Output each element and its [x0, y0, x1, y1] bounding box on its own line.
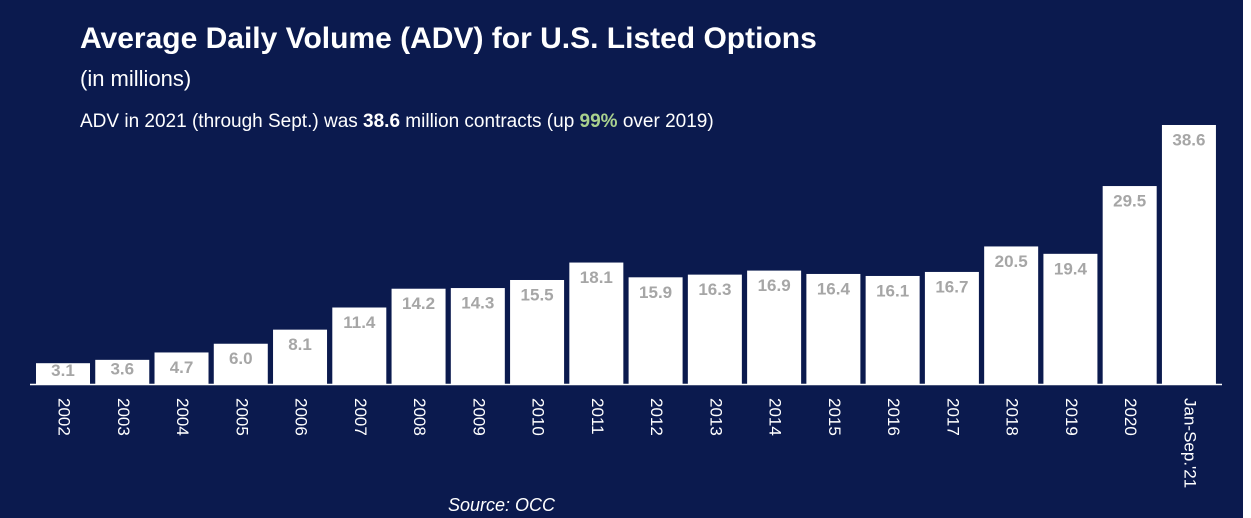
x-tick-label: 2013: [706, 398, 725, 436]
value-label: 4.7: [170, 358, 194, 377]
source: Source: OCC: [448, 495, 556, 515]
subtitle-text: over 2019): [618, 111, 714, 132]
bar: [36, 363, 90, 384]
value-label: 8.1: [288, 335, 312, 354]
x-tick-label: Jan-Sep.'21: [1180, 398, 1199, 488]
bar: [213, 343, 268, 384]
value-label: 16.9: [758, 276, 791, 295]
x-tick-label: 2007: [351, 398, 370, 436]
x-tick-label: 2015: [825, 398, 844, 436]
x-tick-label: 2011: [588, 398, 607, 435]
x-tick-label: 2014: [766, 398, 785, 436]
value-label: 14.3: [461, 294, 494, 313]
value-label: 6.0: [229, 349, 253, 368]
x-tick-label: 2010: [529, 398, 548, 436]
x-tick-label: 2012: [647, 398, 666, 436]
x-tick-label: 2008: [410, 398, 429, 436]
chart-title: Average Daily Volume (ADV) for U.S. List…: [80, 22, 817, 55]
bar: [510, 279, 565, 384]
x-tick-label: 2005: [232, 398, 251, 436]
bar: [806, 273, 861, 384]
x-tick-label: 2009: [469, 398, 488, 436]
subtitle-text: ADV in 2021 (through Sept.) was: [80, 111, 363, 132]
bar: [984, 246, 1039, 384]
value-label: 16.1: [876, 281, 909, 300]
unit-note: (in millions): [80, 66, 191, 91]
bar: [332, 307, 387, 384]
bar: [1161, 124, 1216, 384]
x-tick-label: 2003: [114, 398, 133, 436]
value-label: 16.3: [698, 280, 731, 299]
bar: [95, 359, 150, 384]
value-label: 15.5: [521, 285, 554, 304]
x-tick-label: 2018: [1003, 398, 1022, 436]
bar: [1043, 253, 1098, 384]
x-tick-label: 2006: [292, 398, 311, 436]
x-tick-label: 2004: [173, 398, 192, 436]
bar: [273, 329, 328, 384]
bar: [628, 277, 683, 384]
value-label: 15.9: [639, 283, 672, 302]
subtitle: ADV in 2021 (through Sept.) was 38.6 mil…: [80, 111, 714, 132]
x-tick-label: 2016: [884, 398, 903, 436]
bar: [924, 271, 979, 384]
x-tick-label: 2017: [943, 398, 962, 436]
subtitle-text: million contracts (up: [400, 111, 580, 132]
bar: [747, 270, 802, 384]
bar: [391, 288, 446, 384]
bar: [687, 274, 742, 384]
value-label: 11.4: [343, 313, 376, 332]
x-tick-label: 2020: [1121, 398, 1140, 436]
bar: [569, 262, 624, 384]
value-label: 14.2: [402, 294, 435, 313]
x-tick-label: 2002: [55, 398, 74, 436]
subtitle-highlight: 99%: [580, 111, 618, 132]
bar: [865, 275, 920, 384]
bar: [154, 352, 209, 384]
x-tick-label: 2019: [1062, 398, 1081, 436]
value-label: 18.1: [580, 268, 613, 287]
value-label: 16.7: [935, 277, 968, 296]
value-label: 38.6: [1172, 130, 1205, 149]
value-label: 3.1: [51, 361, 75, 380]
value-label: 16.4: [817, 279, 851, 298]
bar: [450, 288, 505, 384]
value-label: 20.5: [995, 252, 1028, 271]
value-label: 29.5: [1113, 192, 1146, 211]
value-label: 3.6: [110, 359, 134, 378]
bar: [1102, 186, 1157, 384]
subtitle-highlight: 38.6: [363, 111, 400, 132]
value-label: 19.4: [1054, 259, 1088, 278]
